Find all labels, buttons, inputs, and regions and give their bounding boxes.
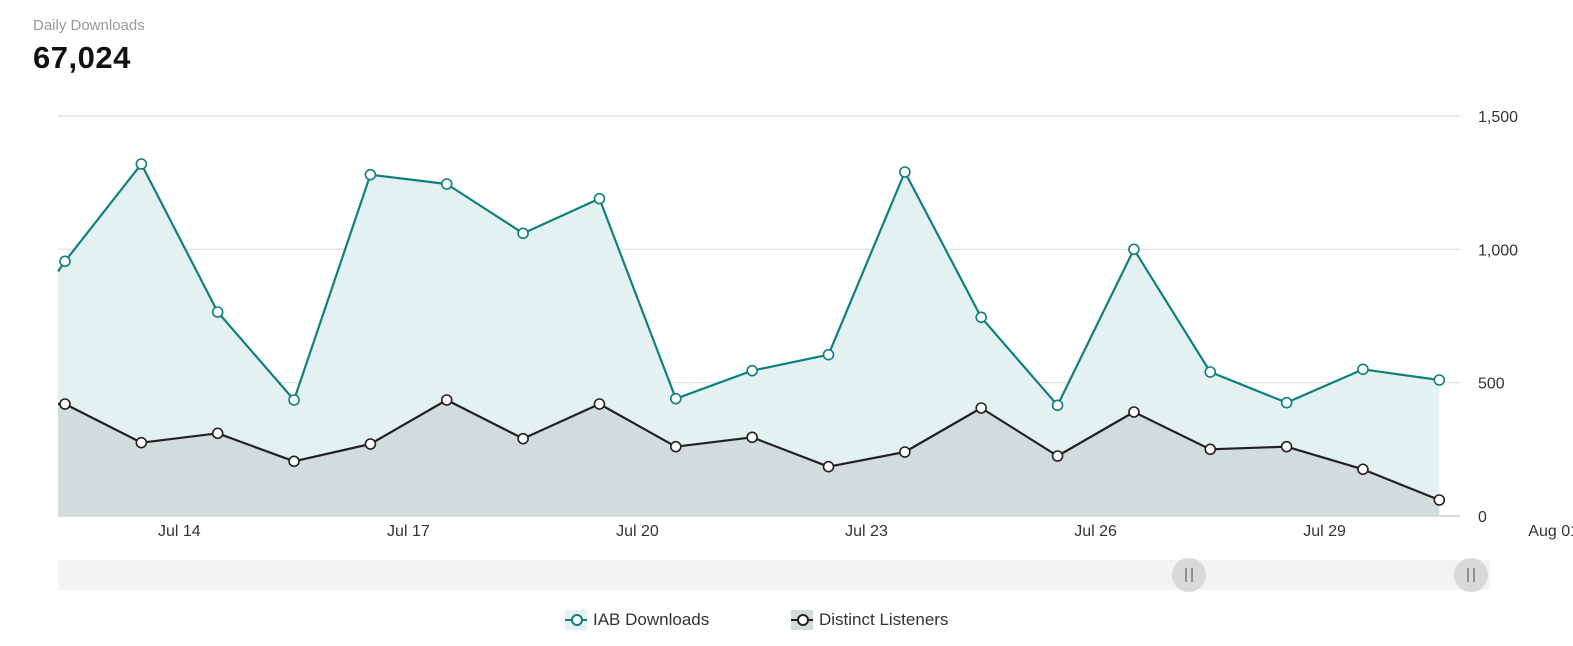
- series-lines: [57, 162, 1440, 502]
- scroller-track[interactable]: [58, 560, 1490, 590]
- kpi-label: Daily Downloads: [33, 17, 145, 34]
- y-tick-label: 1,000: [1478, 242, 1518, 259]
- x-tick-label: Jul 29: [1303, 523, 1346, 540]
- y-tick-label: 0: [1478, 509, 1487, 526]
- data-point[interactable]: [364, 168, 377, 181]
- data-point[interactable]: [59, 255, 71, 268]
- y-tick-label: 500: [1478, 376, 1505, 393]
- scroller-left-handle-knob[interactable]: [1172, 558, 1206, 592]
- data-point[interactable]: [1128, 406, 1140, 418]
- data-points: [59, 158, 1446, 506]
- data-point[interactable]: [593, 192, 606, 205]
- data-point[interactable]: [440, 178, 453, 190]
- data-point[interactable]: [822, 460, 835, 473]
- data-point[interactable]: [1128, 243, 1140, 256]
- chart-legend: IAB Downloads Distinct Listeners: [0, 610, 1573, 638]
- scroller-right-handle-knob[interactable]: [1454, 558, 1488, 592]
- legend-label-iab-downloads: IAB Downloads: [593, 610, 710, 629]
- data-point[interactable]: [211, 306, 224, 318]
- data-point[interactable]: [211, 427, 224, 440]
- x-tick-label: Jul 23: [845, 523, 888, 540]
- kpi-value: 67,024: [33, 40, 131, 75]
- data-point[interactable]: [746, 364, 758, 377]
- data-point[interactable]: [899, 166, 911, 178]
- data-point[interactable]: [135, 158, 148, 170]
- data-point[interactable]: [669, 440, 682, 453]
- data-point[interactable]: [517, 227, 529, 240]
- data-point[interactable]: [899, 446, 911, 458]
- range-scroller[interactable]: [58, 558, 1490, 592]
- data-point[interactable]: [135, 436, 148, 449]
- series-line-1: [58, 398, 1440, 502]
- legend-label-distinct-listeners: Distinct Listeners: [819, 610, 949, 629]
- line-marker-icon: [791, 610, 813, 630]
- data-point[interactable]: [288, 394, 300, 406]
- x-tick-label: Jul 26: [1074, 523, 1117, 540]
- data-point[interactable]: [1051, 450, 1064, 462]
- scroller-left-handle[interactable]: [1172, 558, 1206, 592]
- x-tick-label: Jul 14: [158, 523, 201, 540]
- y-axis-ticks: 0 500 1,000 1,500: [1478, 109, 1518, 526]
- x-axis-ticks: Jul 14 Jul 17 Jul 20 Jul 23 Jul 26 Jul 29 Aug …: [158, 523, 1573, 540]
- data-point[interactable]: [669, 392, 682, 405]
- area-fills: [58, 164, 1440, 516]
- data-point[interactable]: [288, 455, 300, 468]
- x-tick-label: Jul 17: [387, 523, 430, 540]
- y-tick-label: 1,500: [1478, 109, 1518, 126]
- data-point[interactable]: [1433, 494, 1446, 506]
- data-point[interactable]: [822, 348, 835, 361]
- x-tick-label: Aug 01: [1528, 523, 1573, 540]
- data-point[interactable]: [1204, 366, 1217, 378]
- data-point[interactable]: [440, 394, 453, 406]
- line-marker-icon: [565, 610, 587, 630]
- data-point[interactable]: [1280, 440, 1293, 453]
- scroller-right-handle[interactable]: [1454, 558, 1488, 592]
- area-fill-1: [58, 400, 1440, 516]
- legend-item-distinct-listeners[interactable]: Distinct Listeners: [791, 610, 948, 630]
- legend-item-iab-downloads[interactable]: IAB Downloads: [565, 610, 709, 630]
- data-point[interactable]: [1051, 399, 1064, 412]
- data-point[interactable]: [593, 398, 606, 410]
- data-point[interactable]: [1433, 374, 1446, 386]
- data-point[interactable]: [364, 438, 377, 450]
- data-point[interactable]: [1357, 463, 1369, 476]
- data-point[interactable]: [746, 431, 758, 444]
- data-point[interactable]: [59, 398, 71, 410]
- data-point[interactable]: [975, 402, 988, 414]
- data-point[interactable]: [1357, 363, 1369, 376]
- x-tick-label: Jul 20: [616, 523, 659, 540]
- data-point[interactable]: [517, 432, 529, 445]
- data-point[interactable]: [975, 311, 988, 324]
- data-point[interactable]: [1280, 396, 1293, 409]
- series-line-0: [57, 162, 1440, 407]
- data-point[interactable]: [1204, 443, 1217, 456]
